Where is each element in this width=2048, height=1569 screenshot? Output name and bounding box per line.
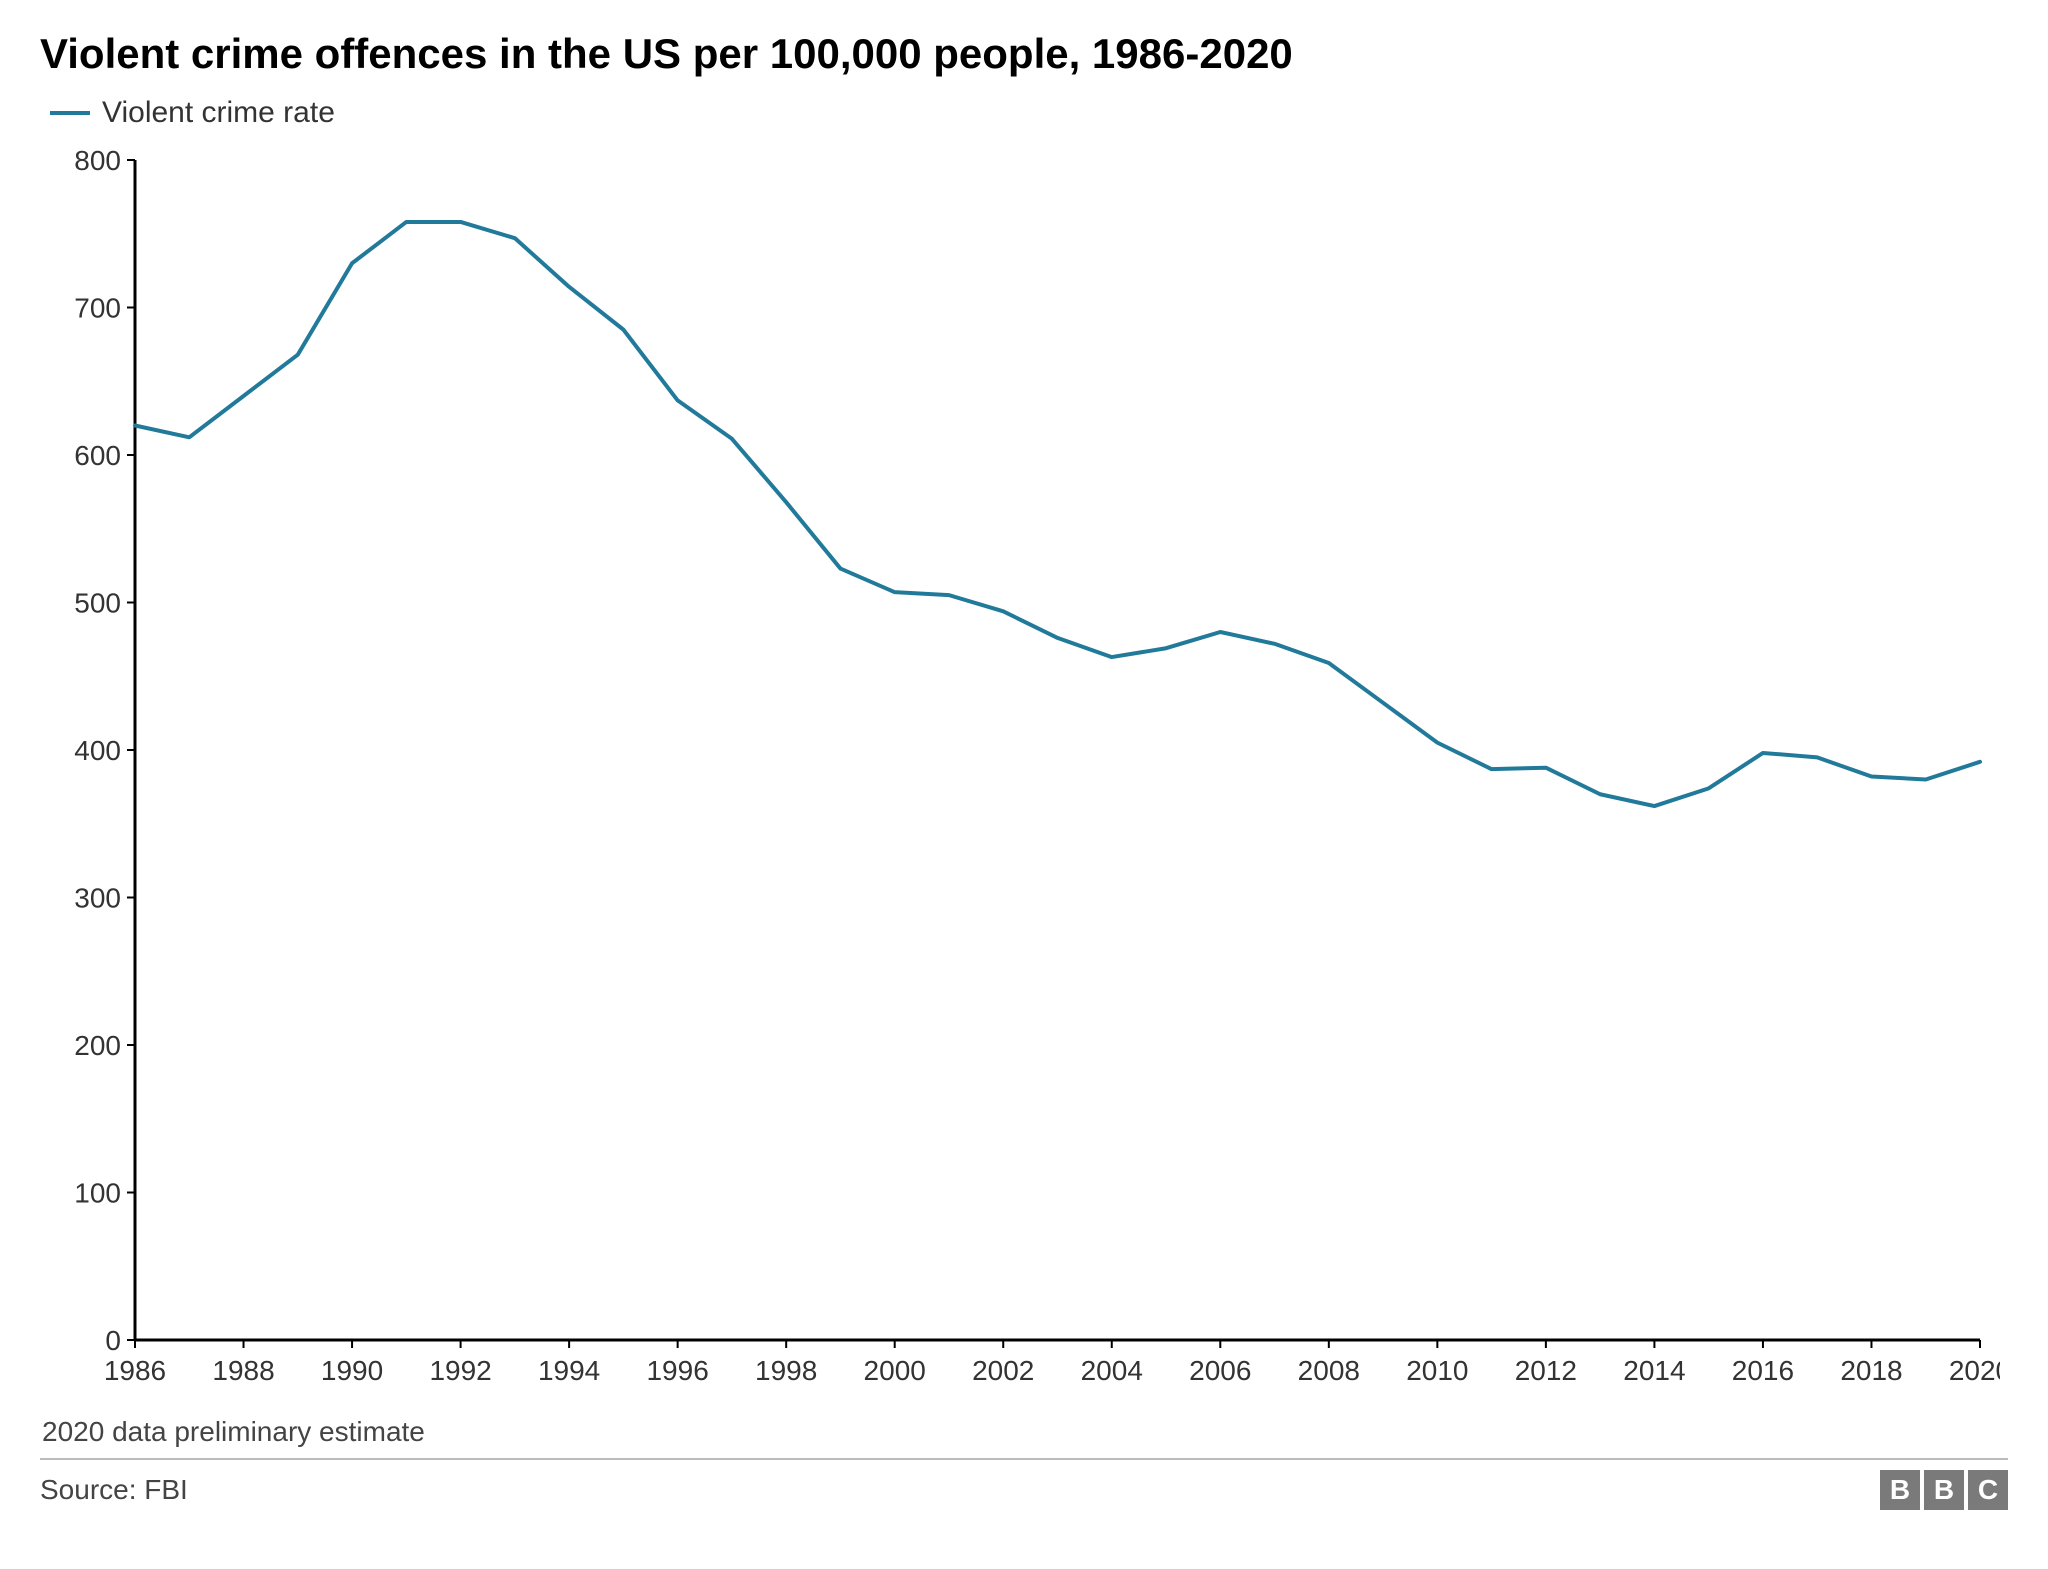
chart-plot-area: 0 100 200 300 400 500 600 700 800 1986 1988 1990 199…	[40, 140, 2000, 1400]
svg-text:2008: 2008	[1298, 1355, 1360, 1386]
svg-text:700: 700	[74, 293, 121, 324]
svg-text:2004: 2004	[1081, 1355, 1143, 1386]
source-text: Source: FBI	[40, 1474, 188, 1506]
svg-text:100: 100	[74, 1178, 121, 1209]
svg-text:1986: 1986	[104, 1355, 166, 1386]
bbc-logo: BBC	[1880, 1470, 2008, 1510]
bbc-logo-box: B	[1924, 1470, 1964, 1510]
svg-text:2000: 2000	[864, 1355, 926, 1386]
svg-text:1994: 1994	[538, 1355, 600, 1386]
svg-text:300: 300	[74, 883, 121, 914]
svg-text:2016: 2016	[1732, 1355, 1794, 1386]
svg-text:0: 0	[105, 1325, 121, 1356]
svg-text:600: 600	[74, 440, 121, 471]
svg-text:800: 800	[74, 145, 121, 176]
chart-title: Violent crime offences in the US per 100…	[40, 30, 2008, 78]
svg-text:200: 200	[74, 1030, 121, 1061]
svg-text:1990: 1990	[321, 1355, 383, 1386]
svg-text:1996: 1996	[646, 1355, 708, 1386]
bbc-logo-box: B	[1880, 1470, 1920, 1510]
svg-text:2006: 2006	[1189, 1355, 1251, 1386]
bbc-logo-box: C	[1968, 1470, 2008, 1510]
chart-container: Violent crime offences in the US per 100…	[0, 0, 2048, 1569]
svg-text:1988: 1988	[212, 1355, 274, 1386]
legend-label: Violent crime rate	[102, 96, 335, 130]
chart-footer: 2020 data preliminary estimate Source: F…	[40, 1408, 2008, 1510]
svg-text:1992: 1992	[429, 1355, 491, 1386]
svg-text:500: 500	[74, 588, 121, 619]
svg-text:2014: 2014	[1623, 1355, 1685, 1386]
svg-text:2012: 2012	[1515, 1355, 1577, 1386]
legend: Violent crime rate	[50, 96, 2008, 130]
source-row: Source: FBI BBC	[40, 1460, 2008, 1510]
svg-text:2020: 2020	[1949, 1355, 2000, 1386]
line-chart-svg: 0 100 200 300 400 500 600 700 800 1986 1988 1990 199…	[40, 140, 2000, 1400]
svg-text:2002: 2002	[972, 1355, 1034, 1386]
svg-text:2018: 2018	[1840, 1355, 1902, 1386]
legend-swatch	[50, 111, 90, 115]
svg-text:400: 400	[74, 735, 121, 766]
svg-text:2010: 2010	[1406, 1355, 1468, 1386]
footnote-text: 2020 data preliminary estimate	[40, 1408, 2008, 1460]
svg-text:1998: 1998	[755, 1355, 817, 1386]
